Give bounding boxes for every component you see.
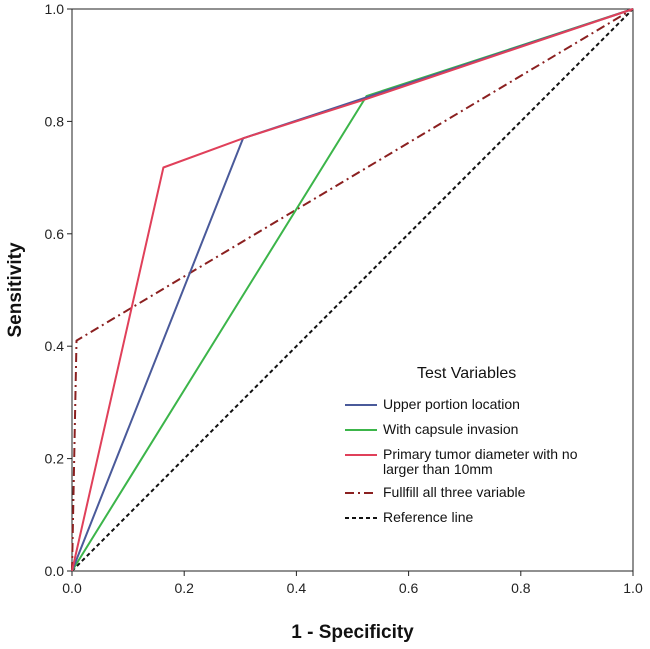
legend-label: Upper portion location xyxy=(383,396,520,412)
x-axis-title: 1 - Specificity xyxy=(291,622,414,643)
x-tick-label: 0.6 xyxy=(399,580,419,596)
legend: Test Variables Upper portion location Wit… xyxy=(345,365,578,525)
y-axis-title: Sensitivity xyxy=(5,242,26,337)
y-tick-label: 1.0 xyxy=(45,1,65,17)
plot-area xyxy=(71,8,634,572)
y-tick-label: 0.2 xyxy=(45,451,65,467)
x-tick-label: 0.8 xyxy=(511,580,531,596)
legend-label: Reference line xyxy=(383,509,473,525)
series-line-2 xyxy=(71,8,634,572)
series-line-3 xyxy=(71,8,634,572)
axis-ticks: 0.0 0.2 0.4 0.6 0.8 1.0 0.0 0.2 0.4 0.6 0.8 1.0 xyxy=(45,1,643,596)
legend-label: Fullfill all three variable xyxy=(383,484,526,500)
y-tick-label: 0.6 xyxy=(45,226,65,242)
x-tick-label: 0.2 xyxy=(174,580,194,596)
y-tick-label: 0.0 xyxy=(45,563,65,579)
series-line-4 xyxy=(71,8,634,572)
legend-title: Test Variables xyxy=(417,365,516,382)
x-tick-label: 0.0 xyxy=(62,580,82,596)
y-tick-label: 0.8 xyxy=(45,113,65,129)
legend-label: With capsule invasion xyxy=(383,421,518,437)
y-tick-label: 0.4 xyxy=(45,338,65,354)
x-tick-label: 1.0 xyxy=(623,580,643,596)
legend-label: Primary tumor diameter with no xyxy=(383,446,578,462)
legend-label: larger than 10mm xyxy=(383,461,493,477)
x-tick-label: 0.4 xyxy=(287,580,307,596)
series-lines xyxy=(71,8,634,572)
